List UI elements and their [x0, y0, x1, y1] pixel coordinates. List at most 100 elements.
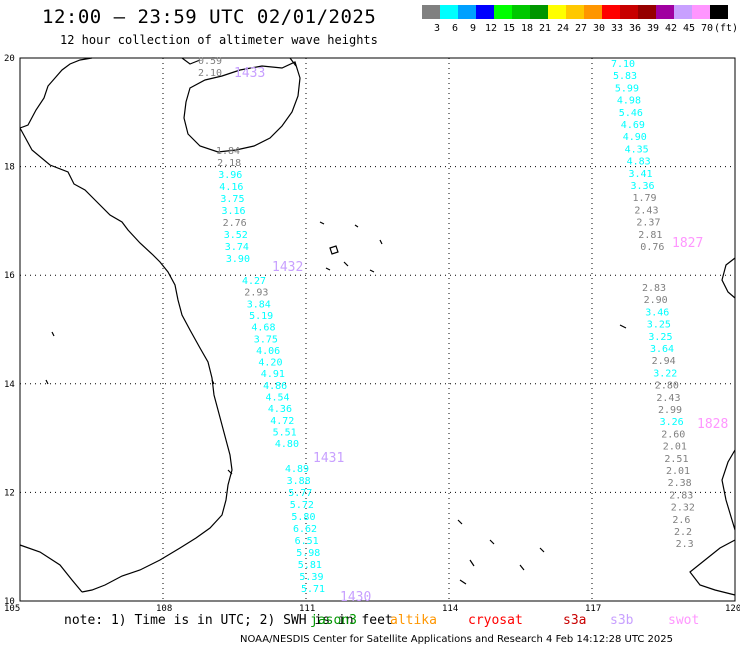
swh-value: 3.75: [220, 194, 244, 205]
map-title: 12:00 – 23:59 UTC 02/01/2025: [42, 6, 377, 28]
scale-swatch: [548, 5, 566, 19]
swh-value: 4.68: [251, 323, 275, 334]
swh-value: 4.83: [627, 157, 651, 168]
satellite-s3b: s3b: [610, 613, 634, 628]
coastline-paracel: [319, 221, 383, 273]
swh-value: 2.83: [642, 283, 666, 294]
scale-swatch: [710, 5, 728, 19]
lon-tick-label: 105: [4, 604, 20, 614]
swh-value: 5.39: [299, 572, 323, 583]
scale-swatch: [692, 5, 710, 19]
coastline-vietnam: [19, 57, 233, 593]
pass-time-label: 1828: [697, 417, 728, 432]
lon-tick-label: 114: [442, 604, 458, 614]
swh-value: 3.36: [631, 181, 655, 192]
lon-tick-label: 117: [585, 604, 601, 614]
swh-value: 4.90: [623, 132, 647, 143]
swh-value: 3.52: [224, 230, 248, 241]
swh-value: 0.59: [198, 56, 222, 67]
swh-value: 2.01: [666, 466, 690, 477]
swh-value: 4.98: [617, 96, 641, 107]
swh-value: 3.26: [660, 417, 684, 428]
swh-value: 3.46: [645, 307, 669, 318]
swh-value: 5.72: [290, 500, 314, 511]
pass-time-label: 1827: [672, 236, 703, 251]
coastline-hainan: [183, 61, 301, 153]
lat-tick-label: 12: [4, 488, 15, 498]
swh-value: 4.69: [621, 120, 645, 131]
swh-value: 5.46: [619, 108, 643, 119]
swh-value: 2.38: [668, 478, 692, 489]
swh-value: 3.75: [254, 334, 278, 345]
lat-tick-label: 14: [4, 380, 15, 390]
scale-label: 18: [520, 23, 534, 34]
coastline-leizhou: [181, 57, 297, 67]
map-subtitle: 12 hour collection of altimeter wave hei…: [60, 33, 378, 47]
swh-value: 3.88: [287, 476, 311, 487]
scale-label: 3: [433, 23, 441, 34]
scale-label: 24: [556, 23, 570, 34]
swh-value: 5.81: [298, 560, 322, 571]
scale-label: 70: [700, 23, 714, 34]
graticule-grid: [20, 58, 735, 601]
swh-value: 3.64: [650, 344, 674, 355]
satellite-s3a: s3a: [563, 613, 587, 628]
swh-value: 2.3: [676, 539, 694, 550]
scale-swatch: [620, 5, 638, 19]
scale-label: 45: [682, 23, 696, 34]
lat-tick-label: 10: [4, 597, 15, 607]
lon-tick-label: 111: [299, 604, 315, 614]
swh-value: 1.79: [633, 193, 657, 204]
scale-swatch: [440, 5, 458, 19]
swh-value: 5.99: [615, 83, 639, 94]
swh-value: 2.94: [652, 356, 676, 367]
scale-label: 12: [484, 23, 498, 34]
swh-value: 4.35: [625, 144, 649, 155]
swh-value: 2.6: [672, 515, 690, 526]
swh-value: 1.84: [216, 146, 240, 157]
swh-value: 3.25: [647, 320, 671, 331]
swh-value: 3.16: [222, 206, 246, 217]
scale-swatch: [656, 5, 674, 19]
scale-swatch: [476, 5, 494, 19]
swh-value: 3.96: [218, 170, 242, 181]
scale-swatch: [584, 5, 602, 19]
swh-value: 2.10: [198, 68, 222, 79]
swh-value: 2.51: [664, 454, 688, 465]
swh-value: 6.51: [295, 536, 319, 547]
swh-value: 4.86: [263, 381, 287, 392]
swh-value: 2.2: [674, 527, 692, 538]
coastline: [19, 57, 736, 596]
scale-swatch: [458, 5, 476, 19]
scale-swatch: [602, 5, 620, 19]
swh-value: 2.99: [658, 405, 682, 416]
scale-swatch: [494, 5, 512, 19]
swh-value: 5.83: [613, 71, 637, 82]
scale-label: 21: [538, 23, 552, 34]
lat-tick-label: 16: [4, 271, 15, 281]
swh-value: 5.19: [249, 311, 273, 322]
scale-label: 39: [646, 23, 660, 34]
swh-value: 2.81: [638, 230, 662, 241]
map-frame: [19, 57, 736, 602]
swh-value: 5.77: [288, 488, 312, 499]
swh-value: 4.27: [242, 276, 266, 287]
swh-value: 7.10: [611, 59, 635, 70]
swh-value: 2.18: [217, 158, 241, 169]
lon-tick-label: 108: [156, 604, 172, 614]
swh-value: 4.54: [266, 393, 290, 404]
swh-value: 4.20: [258, 358, 282, 369]
swh-value: 2.32: [671, 503, 695, 514]
swh-value: 5.80: [291, 512, 315, 523]
swh-value: 2.76: [223, 218, 247, 229]
swh-value: 3.41: [629, 169, 653, 180]
swh-value: 4.72: [270, 416, 294, 427]
scale-swatch: [638, 5, 656, 19]
pass-time-label: 1433: [234, 66, 265, 81]
swh-value: 4.91: [261, 369, 285, 380]
footnote: note: 1) Time is in UTC; 2) SWH is in fe…: [64, 613, 393, 628]
swh-value: 2.43: [656, 393, 680, 404]
satellite-cryosat: cryosat: [468, 613, 523, 628]
swh-value: 3.90: [226, 254, 250, 265]
